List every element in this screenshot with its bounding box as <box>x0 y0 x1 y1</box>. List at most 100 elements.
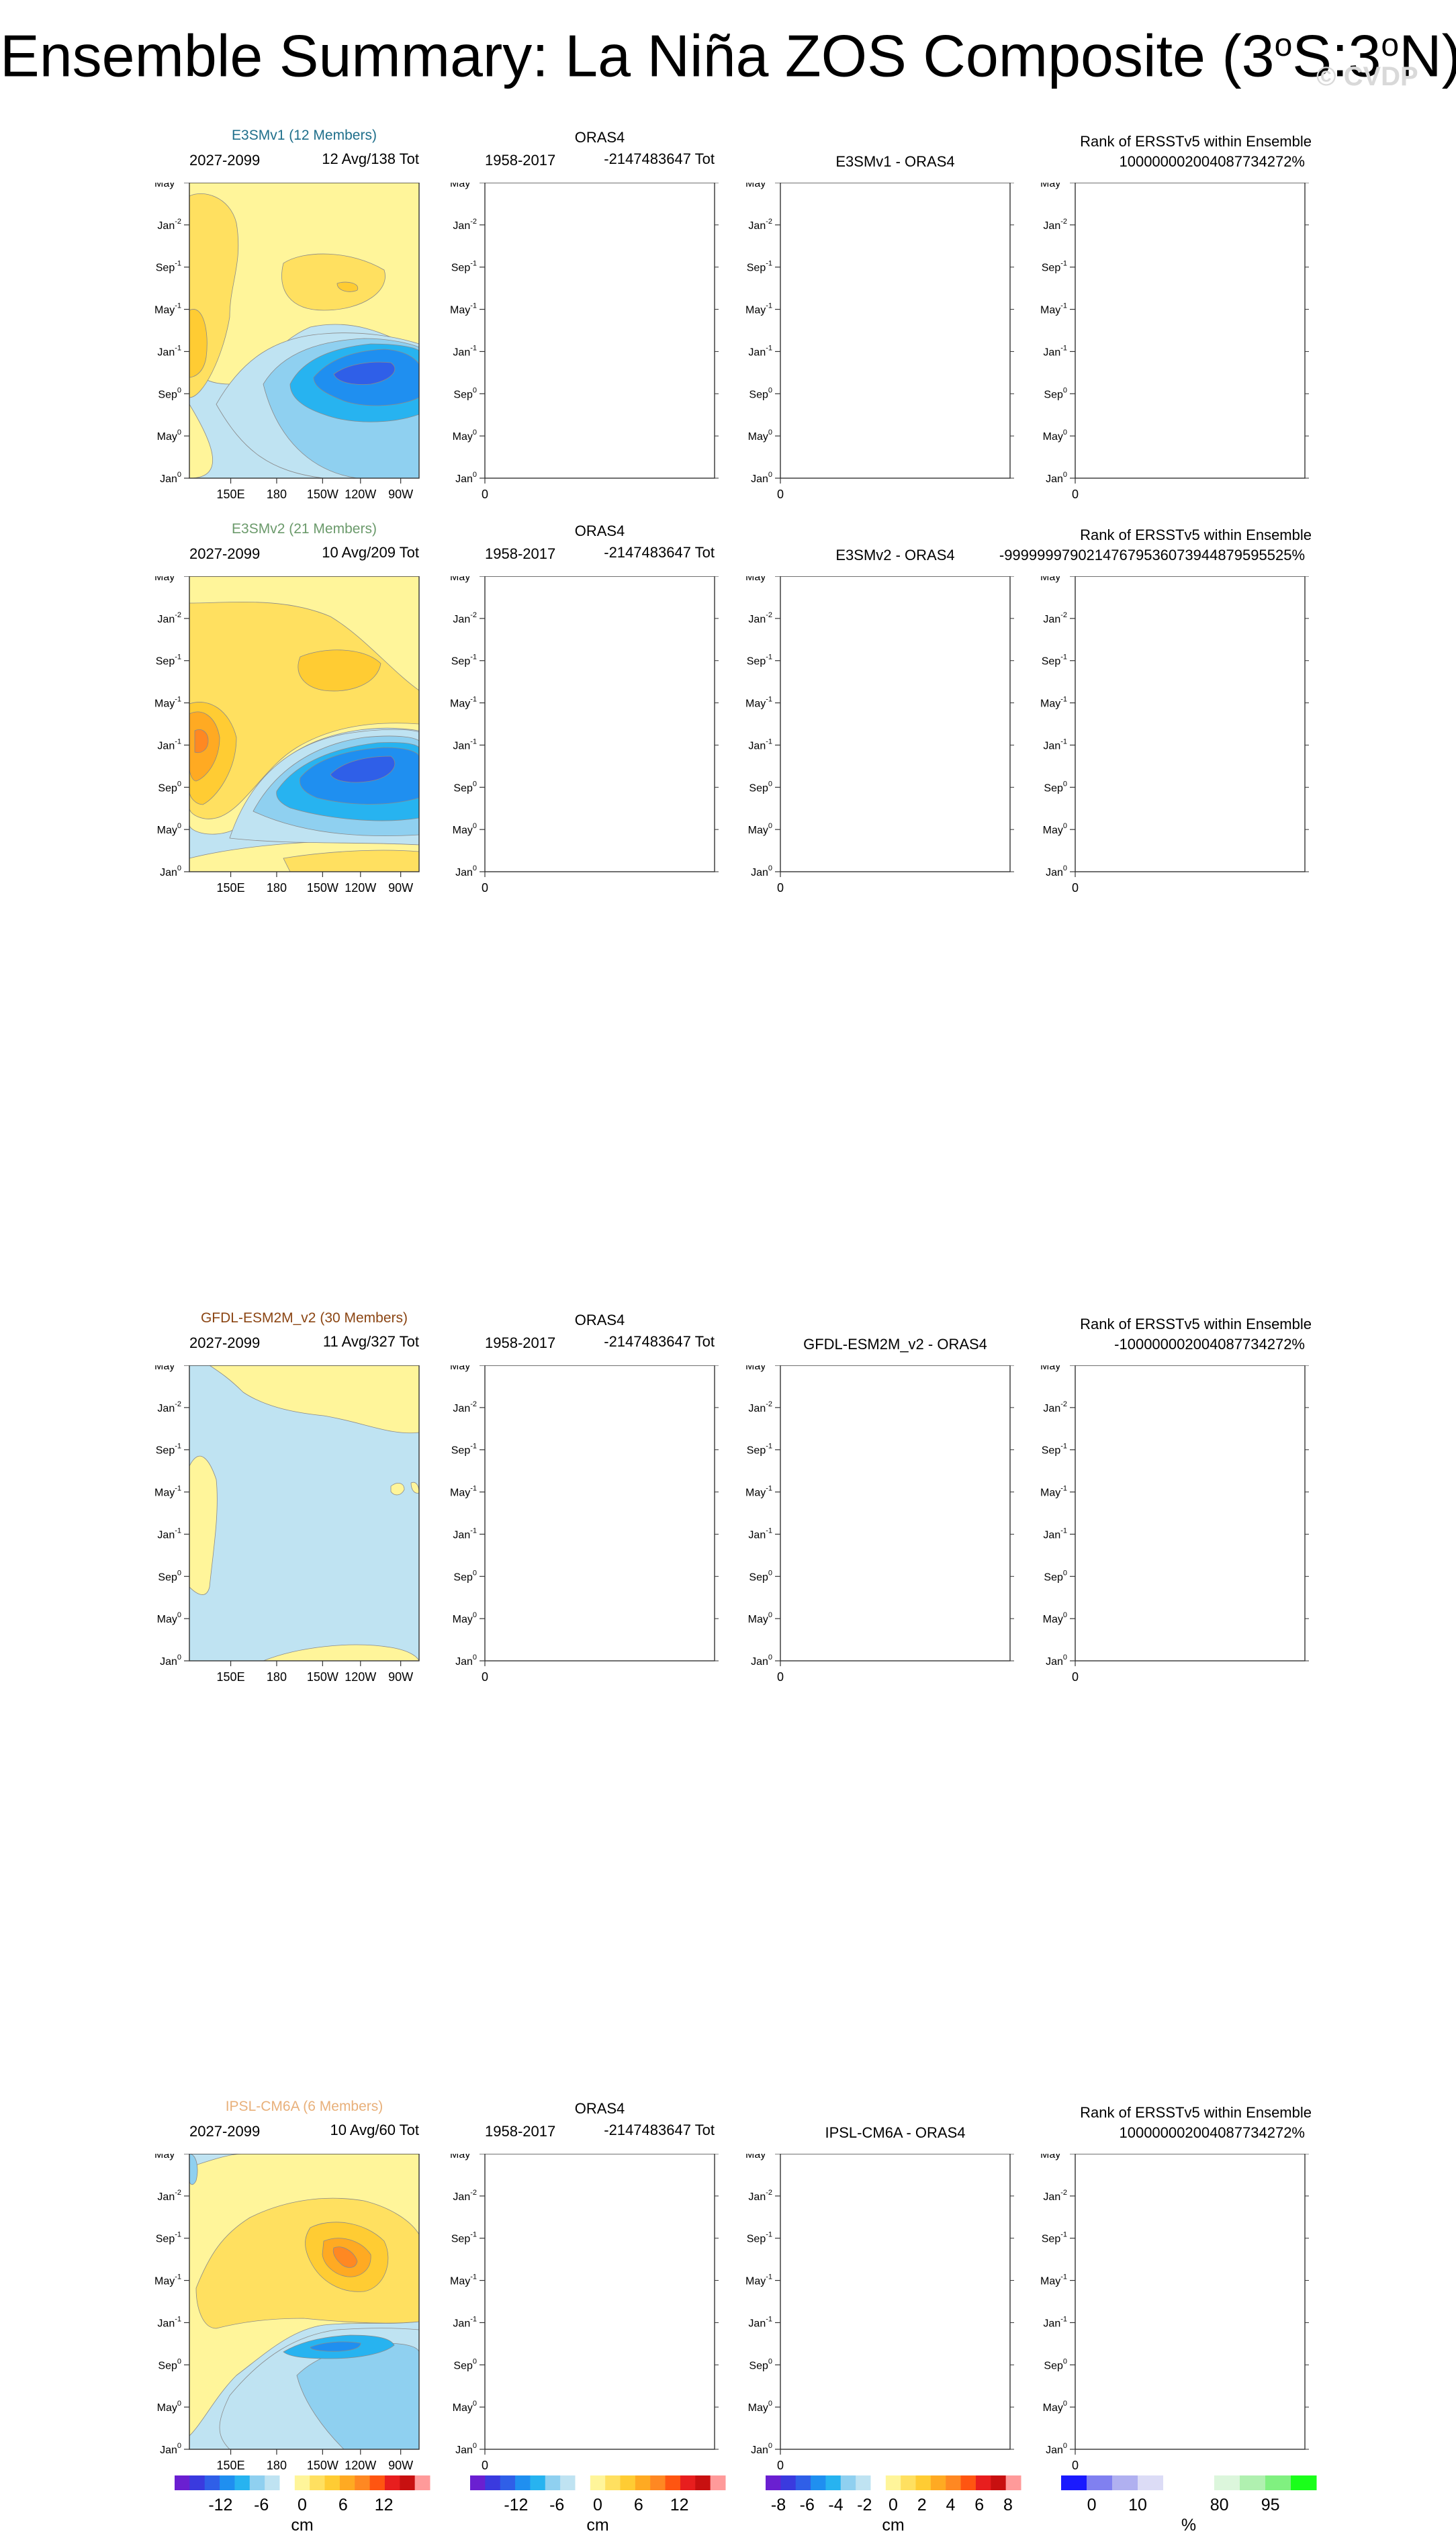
colorbar-swatch <box>234 2475 251 2490</box>
plot-frame <box>780 183 1011 479</box>
plot-frame <box>1075 183 1306 479</box>
y-tick-label: Jan0 <box>1046 471 1067 485</box>
plot-frame <box>189 2154 420 2450</box>
y-tick-label: Sep0 <box>1044 1569 1067 1583</box>
y-tick-label: May-1 <box>154 302 181 316</box>
contour-r2-0 <box>189 1365 419 1661</box>
colorbar-swatch <box>1265 2475 1291 2490</box>
model-name-3: IPSL-CM6A (6 Members) <box>225 2099 383 2114</box>
y-tick-label: Sep-1 <box>747 1443 772 1457</box>
x-tick-label: 0 <box>1072 1670 1079 1684</box>
y-tick-label: Sep0 <box>158 1569 181 1583</box>
x-tick-label: 150W <box>307 881 338 895</box>
panel-r2-c1: May-2 Jan-2 Sep-1 May-1 Jan-1 Sep0 May0 Jan0 0 <box>450 1365 719 1684</box>
model-years-3: 2027-2099 <box>189 2123 261 2140</box>
y-tick-label: Sep-1 <box>156 260 181 274</box>
y-tick-label: May0 <box>1043 822 1067 836</box>
colorbar-swatch <box>220 2475 235 2490</box>
y-tick-label: May-1 <box>1040 302 1067 316</box>
x-tick-label: 90W <box>388 488 413 501</box>
rank-title-2: Rank of ERSSTv5 within Ensemble <box>1080 1316 1312 1332</box>
colorbar-swatch <box>811 2475 826 2490</box>
colorbar-swatch <box>885 2475 901 2490</box>
x-tick-label: 180 <box>267 488 287 501</box>
colorbar-tick-label: -6 <box>254 2496 269 2514</box>
y-tick-label: Sep0 <box>158 2357 181 2371</box>
contour-r2-1 <box>209 1365 419 1434</box>
y-tick-label: May-2 <box>154 183 181 189</box>
y-tick-label: Sep0 <box>158 386 181 400</box>
y-tick-label: May-2 <box>745 183 772 189</box>
colorbar-swatch <box>204 2475 220 2490</box>
panel-r0-c1: May-2 Jan-2 Sep-1 May-1 Jan-1 Sep0 May0 Jan0 0 <box>450 183 719 501</box>
y-tick-label: May0 <box>453 2400 477 2414</box>
colorbar-swatch <box>1240 2475 1266 2490</box>
plot-frame <box>1075 1365 1306 1662</box>
colorbar-swatch <box>635 2475 651 2490</box>
y-tick-label: Sep0 <box>453 386 477 400</box>
y-tick-label: May-2 <box>154 576 181 583</box>
panel-r3-c2: May-2 Jan-2 Sep-1 May-1 Jan-1 Sep0 May0 Jan0 0 <box>745 2154 1014 2472</box>
x-tick-label: 0 <box>777 2459 784 2472</box>
rank-value-2: -100000002004087734272% <box>1114 1336 1305 1353</box>
obs-count-1: -2147483647 Tot <box>604 544 715 561</box>
obs-count-2: -2147483647 Tot <box>604 1333 715 1350</box>
colorbar-swatch <box>560 2475 576 2490</box>
x-tick-label: 0 <box>777 1670 784 1684</box>
obs-name-2: ORAS4 <box>574 1312 625 1328</box>
y-tick-label: May-2 <box>154 1365 181 1372</box>
x-tick-label: 120W <box>345 881 376 895</box>
colorbar-swatch <box>384 2475 400 2490</box>
colorbar-swatch <box>1214 2475 1240 2490</box>
colorbar-swatch <box>665 2475 681 2490</box>
colorbar-unit: cm <box>882 2516 904 2535</box>
obs-years-3: 1958-2017 <box>485 2123 556 2140</box>
colorbar-swatch <box>960 2475 976 2490</box>
colorbar-tick-label: 6 <box>974 2496 984 2514</box>
obs-name-1: ORAS4 <box>574 522 625 539</box>
y-tick-label: Jan-2 <box>1043 2189 1067 2203</box>
colorbar-tick-label: 12 <box>375 2496 394 2514</box>
colorbar-tick-label: -2 <box>857 2496 872 2514</box>
colorbar-swatch <box>175 2475 190 2490</box>
model-count-3: 10 Avg/60 Tot <box>330 2122 419 2138</box>
y-tick-label: Jan-1 <box>748 344 772 358</box>
y-tick-label: Jan-2 <box>453 2189 477 2203</box>
panel-r2-c0: May-2 Jan-2 Sep-1 May-1 Jan-1 Sep0 May0 Jan0 150… <box>154 1365 420 1684</box>
colorbar-swatch <box>991 2475 1007 2490</box>
colorbar-tick-label: -8 <box>771 2496 786 2514</box>
y-tick-label: May-2 <box>450 2154 477 2160</box>
plot-frame <box>484 2154 715 2450</box>
colorbar-tick-label: -6 <box>800 2496 815 2514</box>
x-tick-label: 150W <box>307 1670 338 1684</box>
y-tick-label: Jan-1 <box>748 2315 772 2329</box>
y-tick-label: Sep-1 <box>747 653 772 668</box>
contour-r2-4 <box>390 1483 405 1496</box>
model-count-1: 10 Avg/209 Tot <box>322 544 419 561</box>
y-tick-label: Jan-2 <box>157 2189 181 2203</box>
contour-r2-5 <box>410 1482 419 1494</box>
contour-r1-13 <box>330 756 396 783</box>
y-tick-label: May0 <box>453 822 477 836</box>
colorbar-swatch <box>840 2475 856 2490</box>
y-tick-label: May0 <box>157 822 181 836</box>
x-tick-label: 0 <box>777 488 784 501</box>
y-tick-label: Sep-1 <box>1042 260 1067 274</box>
y-tick-label: May-1 <box>1040 1485 1067 1499</box>
y-tick-label: Jan-2 <box>453 218 477 232</box>
colorbar-unit: % <box>1181 2516 1196 2535</box>
colorbar-swatch <box>400 2475 416 2490</box>
obs-name-0: ORAS4 <box>574 129 625 146</box>
colorbar-swatch <box>294 2475 310 2490</box>
x-tick-label: 180 <box>267 1670 287 1684</box>
x-tick-label: 150E <box>217 488 245 501</box>
colorbar-swatch <box>650 2475 666 2490</box>
contour-r3-9 <box>310 2341 361 2352</box>
rank-title-3: Rank of ERSSTv5 within Ensemble <box>1080 2104 1312 2121</box>
y-tick-label: May-1 <box>154 1485 181 1499</box>
colorbar-tick-label: 95 <box>1261 2496 1280 2514</box>
colorbar-swatch <box>901 2475 917 2490</box>
colorbar-swatch <box>766 2475 781 2490</box>
y-tick-label: Jan0 <box>1046 1653 1067 1668</box>
x-tick-label: 0 <box>482 2459 488 2472</box>
